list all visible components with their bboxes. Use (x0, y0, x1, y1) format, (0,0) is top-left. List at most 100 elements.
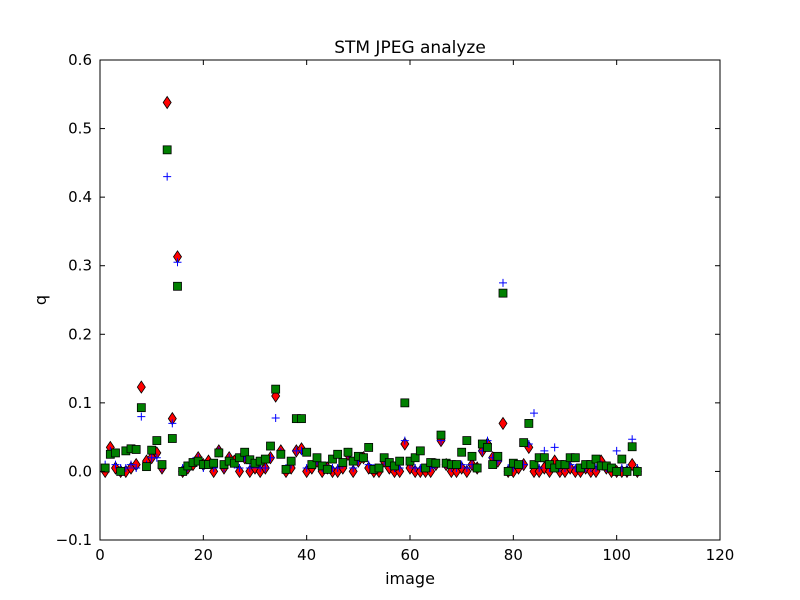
data-point-square (260, 454, 270, 464)
data-point-square (415, 446, 425, 456)
data-point-square (374, 463, 384, 473)
data-point-square (214, 448, 224, 458)
data-point-square (395, 456, 405, 466)
data-point-square (333, 449, 343, 459)
x-tick-label: 100 (602, 546, 631, 564)
data-point-square (235, 453, 244, 463)
y-axis-label: q (31, 295, 50, 305)
data-point-plus (173, 258, 182, 267)
data-point-diamond (162, 95, 172, 110)
data-point-square (343, 447, 353, 457)
data-point-square (209, 458, 219, 468)
data-point-square (152, 436, 162, 445)
data-point-square (493, 451, 503, 461)
data-point-square (457, 447, 467, 457)
data-point-square (410, 453, 420, 463)
axis-ticks: 0 20 40 60 80 100 120 −0.1 0.0 0.1 0.2 0.3 0.4 0.5 0.6 (56, 51, 735, 564)
data-point-square (131, 445, 141, 454)
data-point-square (338, 458, 348, 467)
x-axis-label: image (385, 569, 435, 588)
data-point-square (539, 453, 549, 463)
data-point-square (147, 445, 157, 455)
data-point-square (421, 463, 430, 473)
data-point-plus (333, 464, 342, 472)
data-point-square (390, 461, 399, 471)
data-point-square (276, 449, 286, 459)
data-point-square (431, 458, 441, 468)
data-point-plus (530, 409, 538, 418)
data-point-square (498, 288, 508, 298)
data-point-square (503, 467, 513, 476)
x-tick-label: 0 (95, 546, 105, 564)
data-point-plus (152, 453, 161, 462)
data-point-square (560, 460, 570, 469)
data-point-square (472, 463, 482, 473)
data-point-plus (400, 436, 409, 445)
data-point-square (570, 453, 580, 463)
data-point-square (297, 414, 306, 424)
data-point-square (622, 467, 632, 476)
data-point-plus (132, 464, 141, 472)
y-tick-label: 0.4 (68, 188, 92, 206)
data-point-square (229, 458, 239, 468)
data-point-square (240, 447, 250, 457)
data-point-square (281, 464, 291, 474)
data-point-diamond (498, 416, 508, 431)
y-tick-label: −0.1 (56, 531, 92, 549)
data-point-square (452, 460, 461, 469)
data-point-diamond (136, 380, 146, 394)
data-point-square (142, 462, 151, 472)
data-point-square (379, 453, 389, 463)
data-point-square (488, 460, 498, 469)
data-point-square (529, 460, 539, 469)
data-point-square (312, 453, 322, 463)
data-point-square (627, 442, 637, 452)
data-point-square (591, 454, 601, 464)
data-markers (100, 95, 642, 479)
data-point-plus (462, 464, 471, 472)
data-point-square (162, 145, 172, 155)
data-point-plus (364, 460, 373, 469)
data-point-square (632, 467, 642, 476)
data-point-plus (127, 460, 135, 469)
data-point-square (400, 398, 410, 408)
data-point-square (157, 460, 167, 469)
data-point-square (111, 448, 120, 458)
data-point-square (612, 467, 622, 476)
data-point-square (307, 460, 317, 469)
data-point-square (302, 447, 312, 457)
data-point-square (364, 443, 374, 452)
data-point-plus (261, 464, 270, 472)
data-point-square (462, 436, 472, 445)
data-point-plus (550, 443, 559, 452)
data-point-square (167, 434, 177, 443)
chart-title: STM JPEG analyze (334, 38, 486, 58)
y-tick-label: 0.0 (68, 462, 92, 480)
data-point-square (514, 460, 523, 469)
data-point-plus (245, 464, 254, 472)
data-point-square (178, 467, 188, 476)
data-point-square (524, 419, 534, 428)
y-tick-label: 0.3 (68, 257, 92, 275)
data-point-plus (137, 412, 146, 421)
data-point-plus (168, 419, 177, 428)
y-tick-label: 0.2 (68, 325, 92, 343)
x-tick-label: 40 (297, 546, 316, 564)
data-point-square (359, 453, 368, 463)
y-tick-label: 0.5 (68, 120, 92, 138)
data-point-square (286, 456, 296, 466)
data-point-square (483, 443, 492, 452)
x-tick-label: 80 (504, 546, 523, 564)
data-point-square (436, 430, 446, 440)
data-point-square (586, 460, 596, 469)
x-tick-label: 20 (194, 546, 213, 564)
data-point-square (100, 463, 110, 473)
data-point-plus (612, 446, 621, 455)
data-point-plus (271, 413, 280, 422)
data-point-square (271, 384, 281, 394)
y-tick-label: 0.6 (68, 51, 92, 69)
data-point-square (266, 441, 275, 451)
data-point-plus (111, 460, 120, 469)
data-point-square (348, 456, 358, 466)
